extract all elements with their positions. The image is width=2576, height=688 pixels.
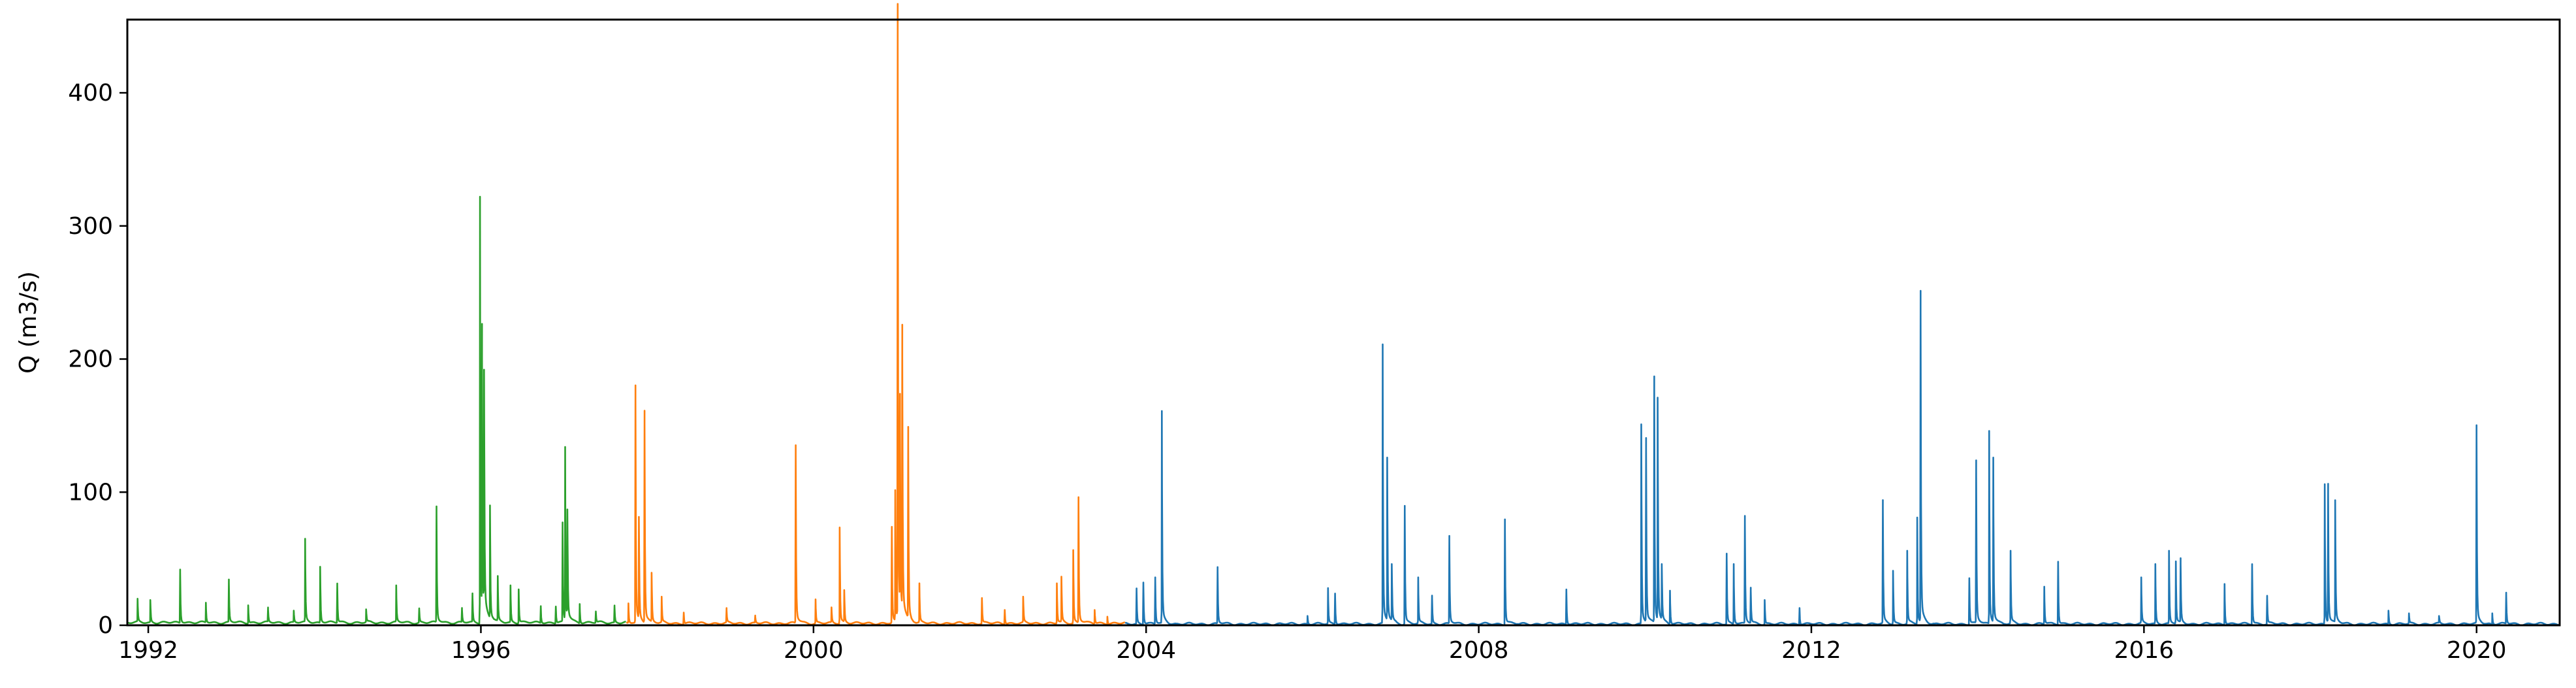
x-tick-label: 2008 [1449, 637, 1509, 664]
y-axis-label: Q (m3/s) [15, 271, 42, 374]
x-tick-label: 2000 [784, 637, 844, 664]
y-tick-label: 300 [68, 213, 113, 240]
x-tick-label: 2016 [2114, 637, 2174, 664]
x-tick-label: 1992 [118, 637, 178, 664]
plot-frame [126, 18, 2561, 627]
y-axis: 0 100 200 300 400 [68, 80, 127, 639]
x-axis: 1992 1996 2000 2004 2008 2012 2016 2020 [118, 625, 2507, 664]
x-tick-label: 2020 [2447, 637, 2507, 664]
y-tick-label: 0 [98, 612, 113, 639]
x-tick-label: 1996 [451, 637, 511, 664]
y-tick-label: 400 [68, 80, 113, 106]
x-tick-label: 2004 [1116, 637, 1176, 664]
y-tick-label: 100 [68, 479, 113, 506]
y-tick-label: 200 [68, 346, 113, 373]
x-tick-label: 2012 [1781, 637, 1841, 664]
series-line-1 [127, 195, 627, 625]
